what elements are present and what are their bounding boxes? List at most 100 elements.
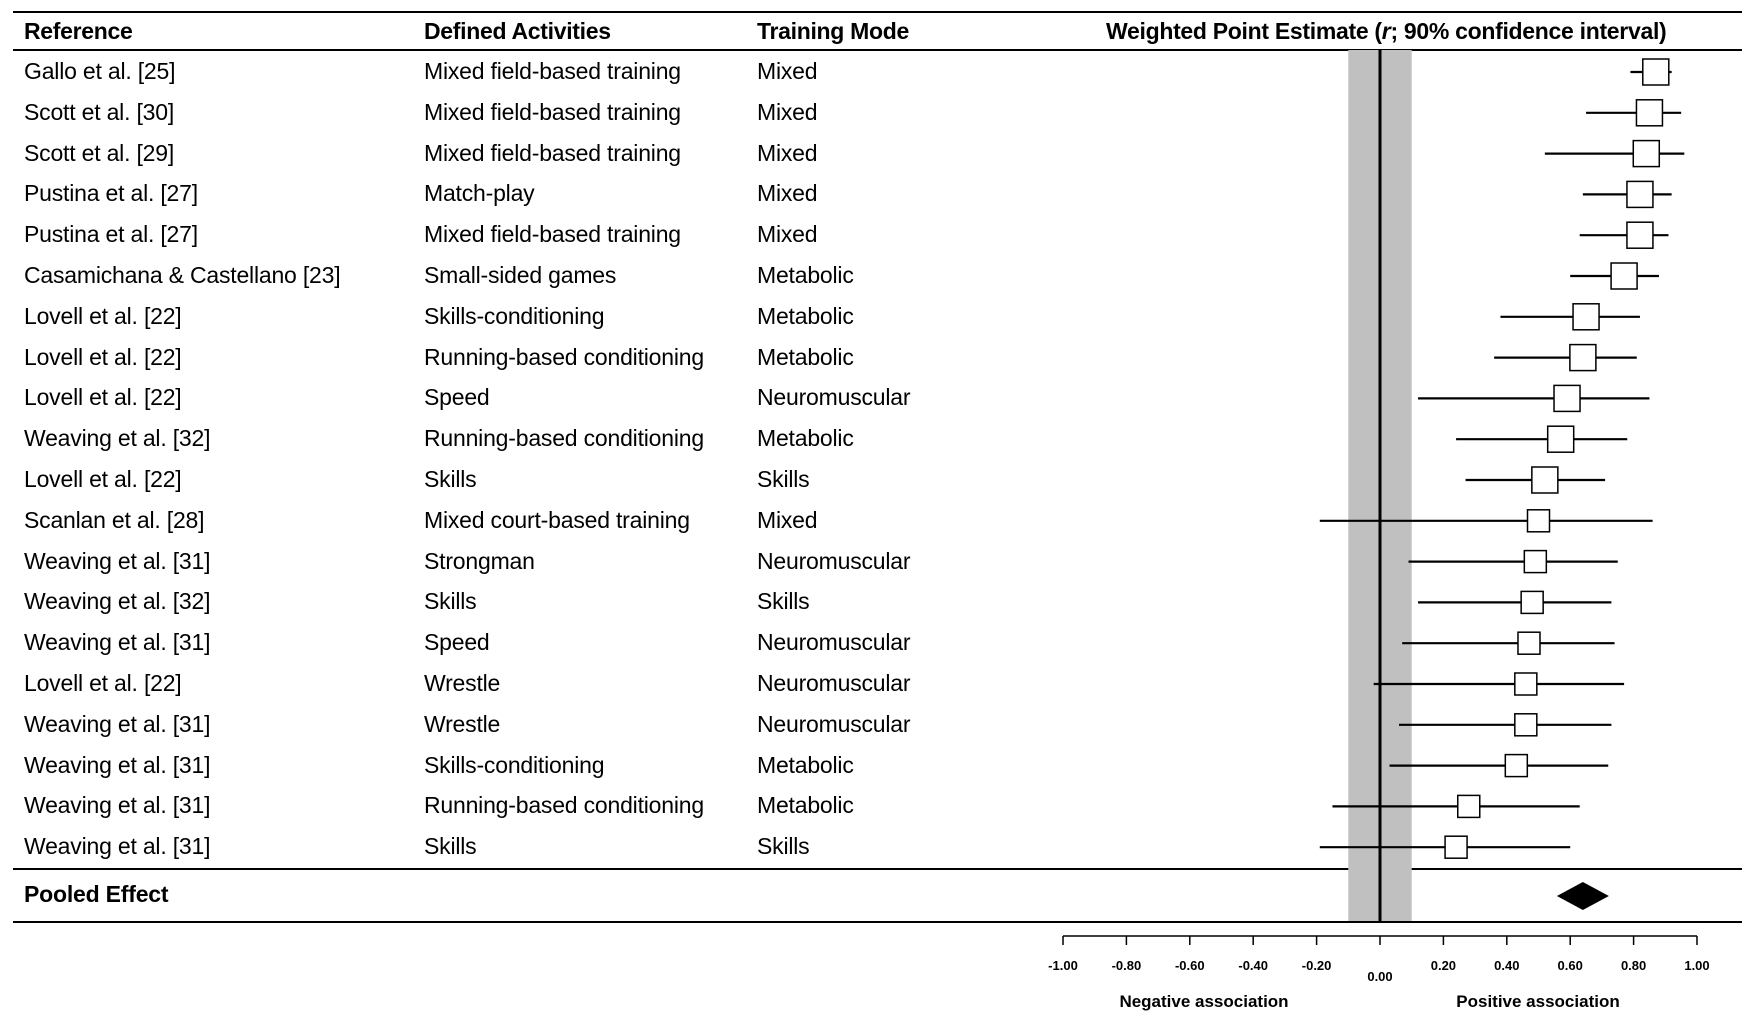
row-reference: Weaving et al. [31] [24,547,211,574]
point-estimate-square [1546,425,1575,453]
row-mode: Metabolic [757,425,854,452]
row-reference: Lovell et al. [22] [24,302,182,329]
x-tick-label: -1.00 [1048,958,1078,973]
top-rule [13,11,1742,13]
row-activity: Mixed field-based training [424,139,681,166]
row-reference: Pustina et al. [27] [24,221,198,248]
row-mode: Skills [757,588,810,615]
row-reference: Weaving et al. [32] [24,588,211,615]
row-reference: Lovell et al. [22] [24,384,182,411]
row-mode: Neuromuscular [757,547,911,574]
point-estimate-square [1514,672,1538,696]
row-activity: Skills-conditioning [424,302,605,329]
row-mode: Metabolic [757,751,854,778]
point-estimate-square [1553,384,1581,413]
header-estimate-suffix: ; 90% confidence interval) [1390,18,1667,44]
row-activity: Wrestle [424,710,501,737]
row-mode: Mixed [757,506,818,533]
row-mode: Mixed [757,180,818,207]
point-estimate-square [1635,99,1664,127]
row-reference: Weaving et al. [31] [24,751,211,778]
row-mode: Mixed [757,221,818,248]
row-mode: Mixed [757,98,818,125]
row-activity: Match-play [424,180,535,207]
pooled-effect-diamond [1556,882,1609,910]
point-estimate-square [1523,549,1548,574]
row-reference: Lovell et al. [22] [24,343,182,370]
row-reference: Scott et al. [30] [24,98,175,125]
row-reference: Weaving et al. [31] [24,629,211,656]
row-activity: Mixed field-based training [424,58,681,84]
x-tick-label: 0.00 [1367,969,1392,984]
header-rule [13,49,1742,51]
row-mode: Metabolic [757,343,854,370]
row-reference: Weaving et al. [31] [24,710,211,737]
negative-association-label: Negative association [1119,992,1288,1011]
row-activity: Skills [424,466,477,492]
pooled-top-rule [13,868,1742,870]
row-reference: Weaving et al. [31] [24,792,211,819]
row-activity: Strongman [424,547,535,574]
point-estimate-square [1569,343,1597,372]
point-estimate-square [1504,753,1529,778]
row-mode: Skills [757,833,810,860]
header-estimate-r: r [1381,18,1391,44]
row-reference: Weaving et al. [31] [24,833,211,860]
row-activity: Mixed field-based training [424,221,681,248]
row-activity: Skills-conditioning [424,751,605,778]
row-mode: Skills [757,466,810,492]
x-tick-label: -0.80 [1112,958,1142,973]
x-tick-label: 0.20 [1431,958,1456,973]
x-tick-label: 0.60 [1558,958,1583,973]
row-mode: Metabolic [757,302,854,329]
row-mode: Mixed [757,58,818,84]
x-tick-label: -0.60 [1175,958,1205,973]
row-activity: Skills [424,588,477,615]
x-tick-label: 0.80 [1621,958,1646,973]
point-estimate-square [1514,713,1538,737]
header-reference: Reference [24,18,133,44]
row-reference: Scott et al. [29] [24,139,175,166]
point-estimate-square [1632,139,1661,168]
row-mode: Metabolic [757,262,854,288]
row-activity: Running-based conditioning [424,343,704,370]
row-activity: Mixed field-based training [424,98,681,125]
row-reference: Scanlan et al. [28] [24,506,205,533]
point-estimate-square [1517,631,1541,655]
point-estimate-square [1531,466,1559,494]
row-reference: Casamichana & Castellano [23] [24,262,341,288]
point-estimate-square [1444,835,1468,859]
positive-association-label: Positive association [1456,992,1619,1011]
row-reference: Weaving et al. [32] [24,425,211,452]
row-mode: Neuromuscular [757,670,911,696]
point-estimate-square [1526,509,1551,533]
point-estimate-square [1520,590,1544,615]
row-mode: Neuromuscular [757,710,911,737]
point-estimate-square [1457,794,1481,819]
header-estimate-prefix: Weighted Point Estimate ( [1106,18,1382,44]
row-activity: Running-based conditioning [424,792,704,819]
pooled-effect-label: Pooled Effect [24,881,169,907]
row-mode: Neuromuscular [757,629,911,656]
row-activity: Running-based conditioning [424,425,704,452]
x-tick-label: 1.00 [1684,958,1709,973]
row-reference: Gallo et al. [25] [24,58,176,84]
x-tick-label: -0.40 [1238,958,1268,973]
row-activity: Speed [424,629,490,656]
x-tick-label: 0.40 [1494,958,1519,973]
point-estimate-square [1626,221,1654,249]
row-mode: Metabolic [757,792,854,819]
point-estimate-square [1642,58,1670,86]
row-reference: Pustina et al. [27] [24,180,198,207]
row-activity: Speed [424,384,490,411]
row-activity: Mixed court-based training [424,506,690,533]
row-mode: Neuromuscular [757,384,911,411]
row-mode: Mixed [757,139,818,166]
row-reference: Lovell et al. [22] [24,466,182,492]
header-training-mode: Training Mode [757,18,909,44]
row-activity: Skills [424,833,477,860]
row-activity: Small-sided games [424,262,617,288]
header-defined-activities: Defined Activities [424,18,611,44]
row-reference: Lovell et al. [22] [24,670,182,696]
